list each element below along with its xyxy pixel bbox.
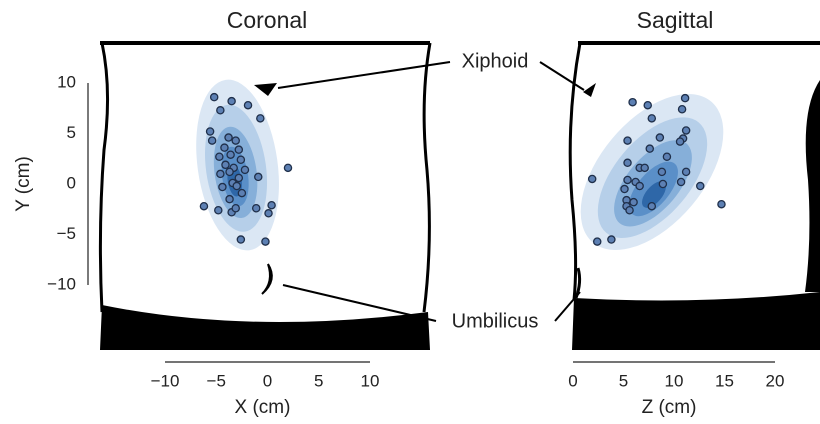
point xyxy=(216,153,223,160)
panel-title: Sagittal xyxy=(637,7,714,33)
point xyxy=(658,168,665,175)
x-tick-label: 0 xyxy=(263,371,272,390)
point xyxy=(235,174,242,181)
point xyxy=(209,137,216,144)
point xyxy=(682,95,689,102)
point xyxy=(624,176,631,183)
coronal-umbilicus xyxy=(262,264,272,294)
point xyxy=(244,102,251,109)
point xyxy=(636,182,643,189)
annotation: Umbilicus xyxy=(452,310,539,332)
point xyxy=(237,236,244,243)
y-tick-label: 10 xyxy=(57,72,76,91)
y-axis-label: Y (cm) xyxy=(13,156,34,212)
y-tick-label: −10 xyxy=(47,274,76,293)
x-tick-label: −5 xyxy=(207,371,226,390)
point xyxy=(211,94,218,101)
sagittal-back xyxy=(805,80,820,292)
point xyxy=(241,166,248,173)
point xyxy=(648,115,655,122)
sagittal-xiphoid xyxy=(583,83,596,97)
point xyxy=(232,137,239,144)
point xyxy=(207,128,214,135)
point xyxy=(226,168,233,175)
x-tick-label: 10 xyxy=(665,371,684,390)
point xyxy=(677,178,684,185)
x-axis-label: Z (cm) xyxy=(642,397,697,418)
point xyxy=(221,144,228,151)
x-tick-label: 0 xyxy=(568,371,577,390)
y-tick-label: −5 xyxy=(57,224,76,243)
point xyxy=(225,134,232,141)
point xyxy=(262,238,269,245)
point xyxy=(215,207,222,214)
point xyxy=(676,138,683,145)
annotation: Xiphoid xyxy=(462,50,529,72)
panel-title: Coronal xyxy=(227,7,308,33)
point xyxy=(629,99,636,106)
x-tick-label: 15 xyxy=(715,371,734,390)
x-tick-label: 20 xyxy=(766,371,785,390)
point xyxy=(265,210,272,217)
point xyxy=(624,159,631,166)
y-tick-label: 5 xyxy=(67,123,76,142)
point xyxy=(227,151,234,158)
point xyxy=(608,236,615,243)
point xyxy=(641,164,648,171)
point xyxy=(200,203,207,210)
sagittal-pelvis xyxy=(572,292,820,350)
figure: Xiphoid Umbilicus Coronal −10 −5 0 5 10 X (cm)… xyxy=(0,0,820,424)
point xyxy=(255,173,262,180)
x-tick-label: 5 xyxy=(619,371,628,390)
point xyxy=(630,199,637,206)
point xyxy=(683,168,690,175)
point xyxy=(233,182,240,189)
x-tick-label: 5 xyxy=(314,371,323,390)
point xyxy=(594,238,601,245)
x-tick-label: −10 xyxy=(151,371,180,390)
point xyxy=(683,127,690,134)
point xyxy=(253,205,260,212)
point xyxy=(646,145,653,152)
point xyxy=(222,161,229,168)
point xyxy=(217,170,224,177)
point xyxy=(219,183,226,190)
point xyxy=(624,137,631,144)
point xyxy=(718,201,725,208)
coronal-xiphoid xyxy=(254,83,277,96)
point xyxy=(226,196,233,203)
coronal-density xyxy=(186,74,289,255)
point xyxy=(284,164,291,171)
x-axis-label: X (cm) xyxy=(235,397,291,418)
point xyxy=(644,102,651,109)
point xyxy=(217,107,224,114)
point xyxy=(656,134,663,141)
sagittal-density xyxy=(553,68,751,276)
point xyxy=(237,156,244,163)
point xyxy=(697,182,704,189)
coronal-pelvis xyxy=(100,305,430,350)
point xyxy=(663,153,670,160)
point xyxy=(238,189,245,196)
x-tick-label: 10 xyxy=(361,371,380,390)
point xyxy=(678,106,685,113)
point xyxy=(268,202,275,209)
point xyxy=(626,207,633,214)
leader-lines xyxy=(278,62,584,321)
point xyxy=(232,205,239,212)
point xyxy=(659,180,666,187)
point xyxy=(589,175,596,182)
y-tick-label: 0 xyxy=(67,173,76,192)
point xyxy=(648,203,655,210)
point xyxy=(228,98,235,105)
point xyxy=(621,185,628,192)
point xyxy=(257,115,264,122)
point xyxy=(235,146,242,153)
